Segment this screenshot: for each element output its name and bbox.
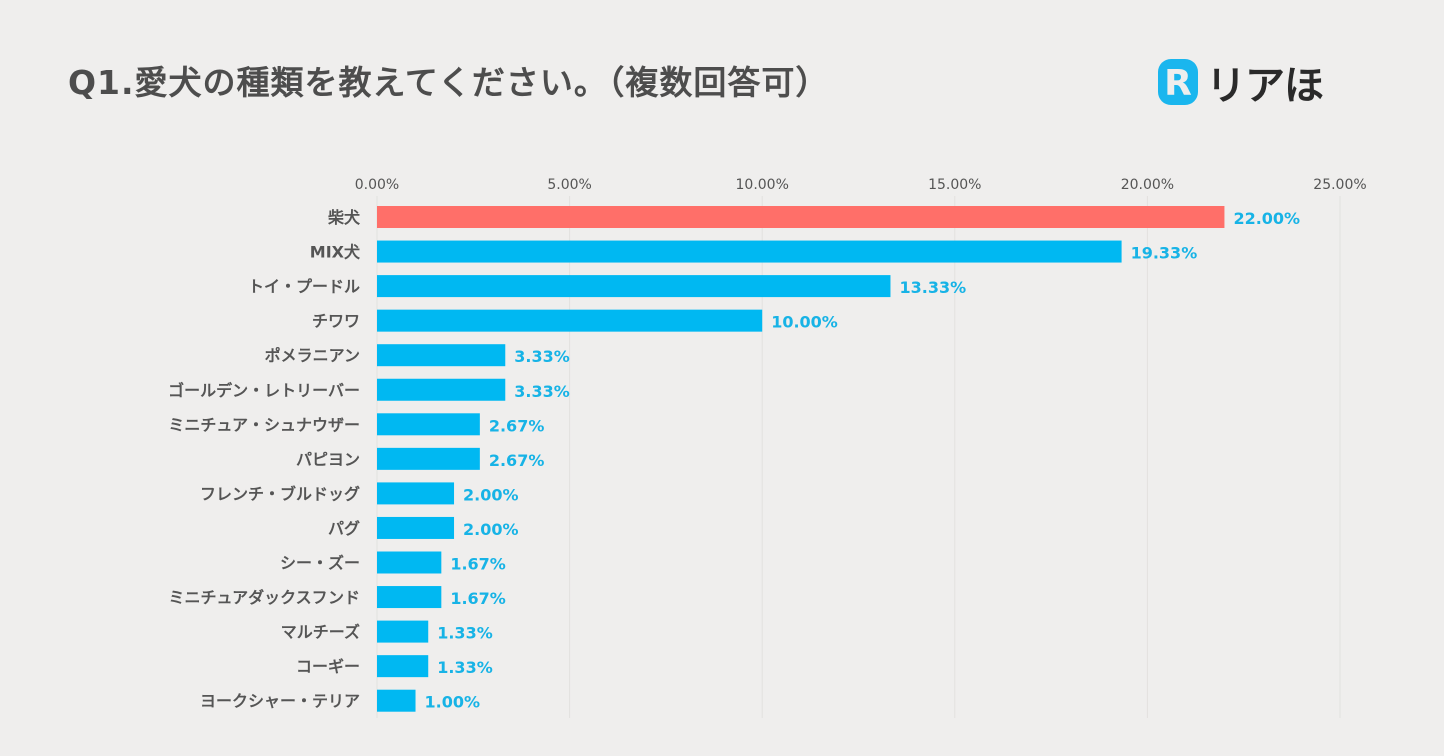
category-label: ミニチュア・シュナウザー bbox=[168, 415, 360, 434]
logo-text: リアほ bbox=[1206, 63, 1324, 109]
value-label: 2.00% bbox=[463, 485, 519, 504]
value-label: 3.33% bbox=[514, 382, 570, 401]
value-label: 1.67% bbox=[450, 555, 506, 574]
bar bbox=[377, 482, 455, 505]
category-label: シー・ズー bbox=[280, 554, 360, 573]
x-axis-ticks: 0.00% 5.00% 10.00% 15.00% 20.00% 25.00% bbox=[355, 177, 1367, 193]
x-tick-label: 25.00% bbox=[1313, 177, 1366, 193]
bar bbox=[377, 309, 763, 332]
bar bbox=[377, 620, 429, 643]
value-label: 2.67% bbox=[489, 416, 545, 435]
category-label: 柴犬 bbox=[327, 208, 361, 227]
x-tick-label: 10.00% bbox=[736, 177, 789, 193]
category-label: マルチーズ bbox=[281, 623, 360, 642]
logo-mark-shape bbox=[1158, 59, 1198, 105]
bar bbox=[377, 378, 506, 401]
value-label: 3.33% bbox=[514, 347, 570, 366]
value-label: 22.00% bbox=[1233, 209, 1300, 228]
logo-r-icon: R bbox=[1158, 59, 1198, 105]
bar bbox=[377, 447, 480, 470]
category-label: パグ bbox=[328, 519, 360, 538]
category-label: ヨークシャー・テリア bbox=[200, 692, 360, 711]
bar bbox=[377, 206, 1225, 228]
x-tick-label: 20.00% bbox=[1121, 177, 1174, 193]
value-labels: 22.00% 19.33% 13.33% 10.00% 3.33% 3.33% 2.67% 2… bbox=[425, 209, 1301, 712]
x-tick-label: 5.00% bbox=[547, 177, 591, 193]
category-label: トイ・プードル bbox=[248, 277, 360, 296]
category-label: パピヨン bbox=[296, 450, 360, 469]
x-tick-label: 15.00% bbox=[928, 177, 981, 193]
logo-mark-letter: R bbox=[1164, 63, 1192, 104]
category-label: ミニチュアダックスフンド bbox=[168, 588, 360, 607]
bar bbox=[377, 413, 480, 436]
category-label: チワワ bbox=[312, 312, 360, 331]
value-label: 2.00% bbox=[463, 520, 519, 539]
category-label: フレンチ・ブルドッグ bbox=[200, 484, 360, 503]
bar bbox=[377, 689, 416, 712]
value-label: 13.33% bbox=[899, 278, 966, 297]
value-label: 10.00% bbox=[771, 313, 838, 332]
page-title: Q1.愛犬の種類を教えてください。（複数回答可） bbox=[68, 63, 830, 102]
bar bbox=[377, 655, 429, 678]
bar bbox=[377, 240, 1122, 263]
category-label: コーギー bbox=[296, 657, 360, 676]
category-labels: 柴犬 MIX犬トイ・プードルチワワポメラニアンゴールデン・レトリーバーミニチュア・… bbox=[168, 208, 361, 711]
bar bbox=[377, 344, 506, 367]
value-label: 1.67% bbox=[450, 589, 506, 608]
category-label: ゴールデン・レトリーバー bbox=[168, 381, 360, 400]
bar bbox=[377, 586, 442, 609]
bar bbox=[377, 516, 455, 539]
category-label: MIX犬 bbox=[310, 243, 361, 262]
bars bbox=[377, 206, 1225, 712]
value-label: 1.33% bbox=[437, 658, 493, 677]
logo: R リアほ bbox=[1156, 52, 1324, 112]
bar bbox=[377, 275, 891, 298]
value-label: 1.00% bbox=[425, 693, 481, 712]
value-label: 2.67% bbox=[489, 451, 545, 470]
category-label: ポメラニアン bbox=[265, 346, 360, 365]
x-tick-label: 0.00% bbox=[355, 177, 399, 193]
value-label: 19.33% bbox=[1131, 244, 1198, 263]
bar bbox=[377, 551, 442, 574]
value-label: 1.33% bbox=[437, 624, 493, 643]
